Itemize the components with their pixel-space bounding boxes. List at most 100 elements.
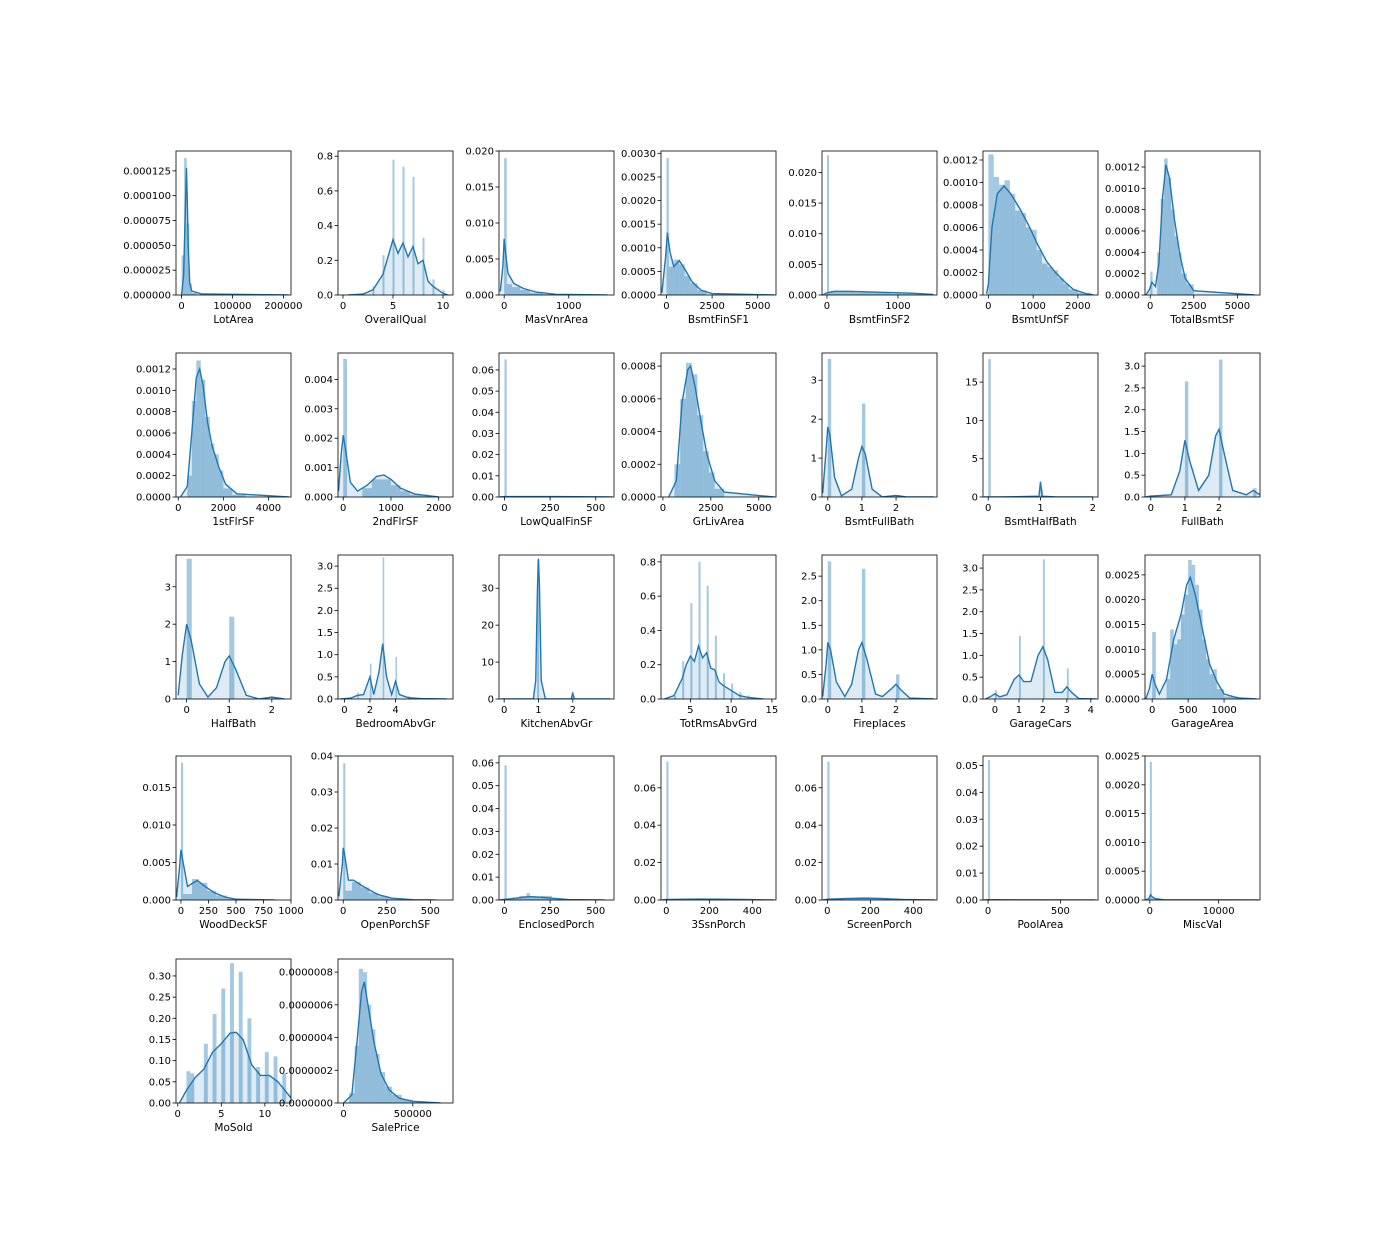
axes-frame xyxy=(821,150,938,296)
y-tick-label: 2.5 xyxy=(801,572,817,583)
subplot-enclosedporch: 0 250 500 0.00 0.01 0.02 0.03 0.04 0.05 0.06 Enclo… xyxy=(472,755,615,931)
histogram-bar xyxy=(400,491,411,497)
y-tick-label: 0.0006 xyxy=(136,429,171,440)
histogram-bar xyxy=(214,454,219,497)
subplot-halfbath: 0 1 2 0 1 2 3 HalfBath xyxy=(165,554,292,730)
y-tick-label: 2.0 xyxy=(801,596,817,607)
subplot-poolarea: 0 500 0.00 0.01 0.02 0.03 0.04 0.05 PoolArea xyxy=(956,755,1099,931)
kde-area xyxy=(661,232,775,295)
histogram-bar xyxy=(191,293,197,295)
subplot-bsmtfinsf1: 0 2500 5000 0.0000 0.0005 0.0010 0.0015 0.0020 0… xyxy=(621,149,777,326)
x-tick-label: 500 xyxy=(421,906,440,917)
histogram-bar xyxy=(988,760,991,900)
histogram-bar xyxy=(412,177,415,295)
histogram-bar xyxy=(1171,209,1175,295)
x-tick-label: 5 xyxy=(218,1109,224,1120)
y-tick-label: 0.03 xyxy=(472,429,494,440)
y-tick-label: 0.02 xyxy=(956,842,978,853)
histogram-bar xyxy=(520,289,531,295)
x-tick-label: 1 xyxy=(535,705,541,716)
y-tick-label: 10 xyxy=(965,416,978,427)
kde-area xyxy=(985,646,1096,699)
x-tick-label: 0 xyxy=(340,906,346,917)
y-tick-label: 2.0 xyxy=(962,607,978,618)
y-tick-label: 0.04 xyxy=(472,408,494,419)
kde-curve xyxy=(499,895,605,900)
y-tick-label: 0.0004 xyxy=(136,450,171,461)
histogram-bar xyxy=(379,1071,386,1103)
histogram-bar xyxy=(1184,381,1189,497)
histogram-bar xyxy=(362,488,372,497)
x-tick-label: 2 xyxy=(893,705,899,716)
histogram-bar xyxy=(410,494,430,497)
y-tick-label: 0.05 xyxy=(149,1077,171,1088)
kde-area xyxy=(1145,577,1257,699)
x-tick-label: 0 xyxy=(340,1109,346,1120)
y-tick-label: 2.0 xyxy=(1124,405,1140,416)
subplot-openporchsf: 0 250 500 0.00 0.01 0.02 0.03 0.04 OpenPorchSF xyxy=(311,752,454,931)
y-tick-label: 0.06 xyxy=(795,783,817,794)
y-tick-label: 0.5 xyxy=(962,673,978,684)
x-axis-label: GarageCars xyxy=(1009,718,1071,730)
plot-area xyxy=(668,362,775,497)
subplot-fireplaces: 0 1 2 0.0 0.5 1.0 1.5 2.0 2.5 Fireplaces xyxy=(801,554,938,730)
x-axis-label: OverallQual xyxy=(365,314,427,326)
histogram-bar xyxy=(371,1029,376,1103)
histogram-bar xyxy=(216,895,228,900)
subplot-grlivarea: 0 2500 5000 0.0000 0.0002 0.0004 0.0006 0.0008 G… xyxy=(621,352,777,528)
y-tick-label: 0.20 xyxy=(149,1014,171,1025)
histogram-bar xyxy=(1018,635,1021,699)
x-axis-label: BsmtHalfBath xyxy=(1004,516,1076,528)
y-tick-label: 0.0006 xyxy=(621,394,656,405)
y-tick-label: 0.0 xyxy=(317,695,333,706)
x-axis-label: Fireplaces xyxy=(853,718,905,730)
histogram-bar xyxy=(1177,639,1181,699)
y-tick-label: 0.06 xyxy=(472,758,494,769)
y-tick-label: 0.04 xyxy=(311,752,333,763)
histogram-bar xyxy=(1167,177,1172,295)
histogram-bar xyxy=(1152,631,1156,699)
plot-area xyxy=(1145,761,1259,900)
kde-curve xyxy=(178,1031,291,1103)
subplot-lotarea: 0 100000 200000 0.000000 0.000025 0.000050 0.0… xyxy=(123,150,302,326)
histogram-bar xyxy=(1066,668,1069,699)
x-tick-label: 2000 xyxy=(426,503,451,514)
x-axis-label: TotalBsmtSF xyxy=(1169,314,1234,326)
kde-curve xyxy=(668,364,775,497)
y-tick-label: 3 xyxy=(165,582,171,593)
x-tick-label: 10 xyxy=(437,301,450,312)
kde-curve xyxy=(985,644,1096,699)
kde-curve xyxy=(1145,575,1257,699)
y-tick-label: 3.0 xyxy=(1124,362,1140,373)
histogram-bar xyxy=(1180,614,1185,699)
histogram-bar xyxy=(198,882,208,900)
kde-curve xyxy=(822,640,934,699)
histogram-bar xyxy=(358,968,363,1103)
histogram-bar xyxy=(530,896,541,900)
y-tick-label: 0.000025 xyxy=(123,266,171,277)
x-tick-label: 4 xyxy=(392,705,398,716)
axes-frame xyxy=(498,352,615,498)
histogram-bar xyxy=(218,470,224,497)
plot-area xyxy=(347,159,449,295)
y-tick-label: 0.02 xyxy=(472,850,494,861)
plot-area xyxy=(500,558,611,699)
x-tick-label: 10 xyxy=(725,705,738,716)
x-tick-label: 0 xyxy=(340,301,346,312)
kde-curve xyxy=(985,184,1094,295)
y-tick-label: 0.0002 xyxy=(621,460,656,471)
histogram-bar xyxy=(703,451,709,497)
histogram-bar xyxy=(282,1073,287,1103)
y-tick-label: 0.0005 xyxy=(1105,867,1140,878)
x-tick-label: 0 xyxy=(501,503,507,514)
kde-area xyxy=(822,642,934,699)
x-axis-label: FullBath xyxy=(1181,516,1223,528)
histogram-bar xyxy=(209,443,215,497)
x-tick-label: 0 xyxy=(183,705,189,716)
y-tick-label: 5 xyxy=(972,454,978,465)
x-axis-label: SalePrice xyxy=(371,1122,419,1134)
axes-frame xyxy=(498,554,615,700)
y-tick-label: 0.5 xyxy=(317,672,333,683)
histogram-bar xyxy=(1020,212,1026,295)
y-tick-label: 0.0005 xyxy=(621,267,656,278)
